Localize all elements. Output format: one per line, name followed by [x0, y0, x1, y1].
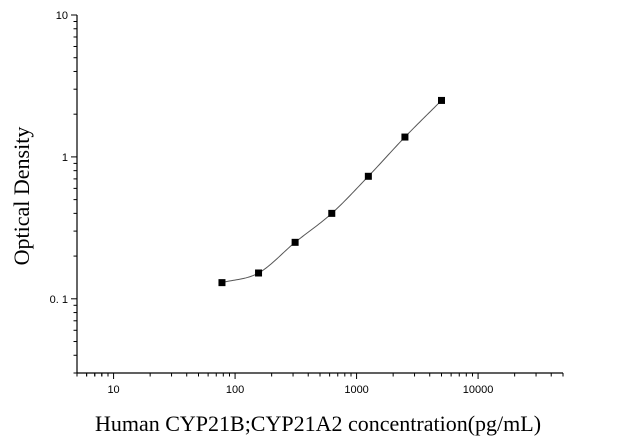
x-tick-label: 10 — [107, 384, 119, 396]
data-point — [328, 209, 336, 217]
x-axis-title: Human CYP21B;CYP21A2 concentration(pg/mL… — [95, 411, 541, 436]
data-point — [218, 279, 226, 287]
x-tick-label: 100 — [226, 384, 244, 396]
fit-curve-line — [221, 100, 442, 284]
data-point — [255, 269, 263, 277]
fit-curve-layer — [221, 100, 442, 284]
y-tick-label: 1 — [62, 152, 68, 164]
data-point — [438, 96, 445, 104]
x-tick-label: 1000 — [344, 384, 368, 396]
data-point — [401, 133, 409, 141]
y-tick-label: 0. 1 — [50, 294, 68, 306]
y-axis-title: Optical Density — [9, 127, 34, 266]
y-tick-label: 10 — [56, 10, 68, 22]
data-points — [218, 96, 445, 287]
axes: 10 100 1000 10000 0. 1 1 10 — [50, 10, 564, 396]
data-point — [364, 172, 372, 180]
data-point — [291, 238, 299, 246]
x-tick-label: 10000 — [463, 384, 494, 396]
